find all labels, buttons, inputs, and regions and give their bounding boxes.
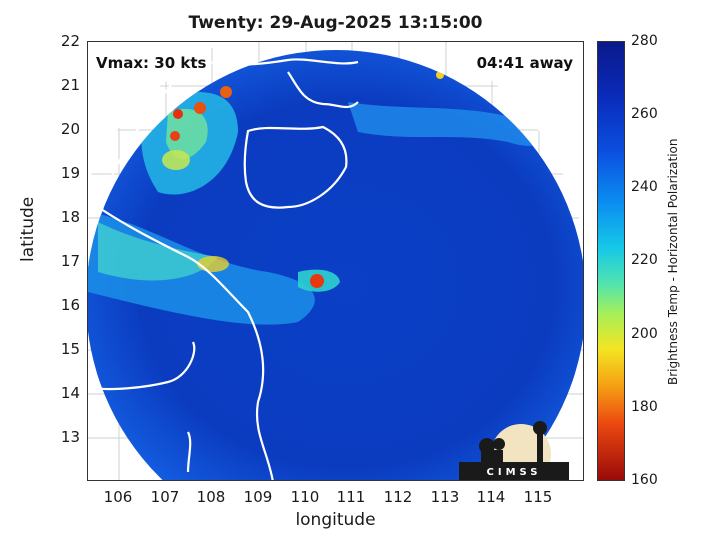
x-tick: 106 — [103, 488, 133, 506]
x-tick: 112 — [383, 488, 413, 506]
y-tick: 19 — [60, 164, 80, 182]
cimss-logo: CIMSS — [459, 414, 569, 480]
vmax-label: Vmax: 30 kts — [96, 54, 207, 72]
colorbar-tick: 260 — [631, 106, 658, 122]
x-tick: 115 — [523, 488, 553, 506]
y-tick: 22 — [60, 32, 80, 50]
colorbar-tick: 220 — [631, 252, 658, 268]
y-tick: 16 — [60, 296, 80, 314]
logo-text: CIMSS — [486, 467, 542, 478]
x-tick: 110 — [290, 488, 320, 506]
colorbar — [597, 41, 625, 481]
y-tick: 13 — [60, 428, 80, 446]
colorbar-tick: 180 — [631, 399, 658, 415]
x-tick: 111 — [336, 488, 366, 506]
y-tick: 17 — [60, 252, 80, 270]
y-tick: 21 — [60, 76, 80, 94]
y-tick: 18 — [60, 208, 80, 226]
colorbar-tick: 280 — [631, 33, 658, 49]
colorbar-tick: 160 — [631, 472, 658, 488]
time-away-label: 04:41 away — [476, 54, 573, 72]
x-tick: 109 — [243, 488, 273, 506]
plot-title: Twenty: 29-Aug-2025 13:15:00 — [188, 13, 483, 33]
x-tick: 108 — [196, 488, 226, 506]
colorbar-tick: 200 — [631, 326, 658, 342]
colorbar-tick: 240 — [631, 179, 658, 195]
x-tick: 114 — [476, 488, 506, 506]
map-plot-area: Vmax: 30 kts 04:41 away CIMSS — [87, 41, 584, 481]
colorbar-label: Brightness Temp - Horizontal Polarizatio… — [666, 138, 680, 385]
y-tick: 15 — [60, 340, 80, 358]
microwave-image — [88, 42, 583, 480]
y-tick: 14 — [60, 384, 80, 402]
y-tick: 20 — [60, 120, 80, 138]
x-tick: 107 — [150, 488, 180, 506]
x-tick: 113 — [430, 488, 460, 506]
coastline — [88, 58, 359, 480]
y-axis-label: latitude — [18, 196, 38, 262]
x-axis-label: longitude — [295, 510, 376, 530]
